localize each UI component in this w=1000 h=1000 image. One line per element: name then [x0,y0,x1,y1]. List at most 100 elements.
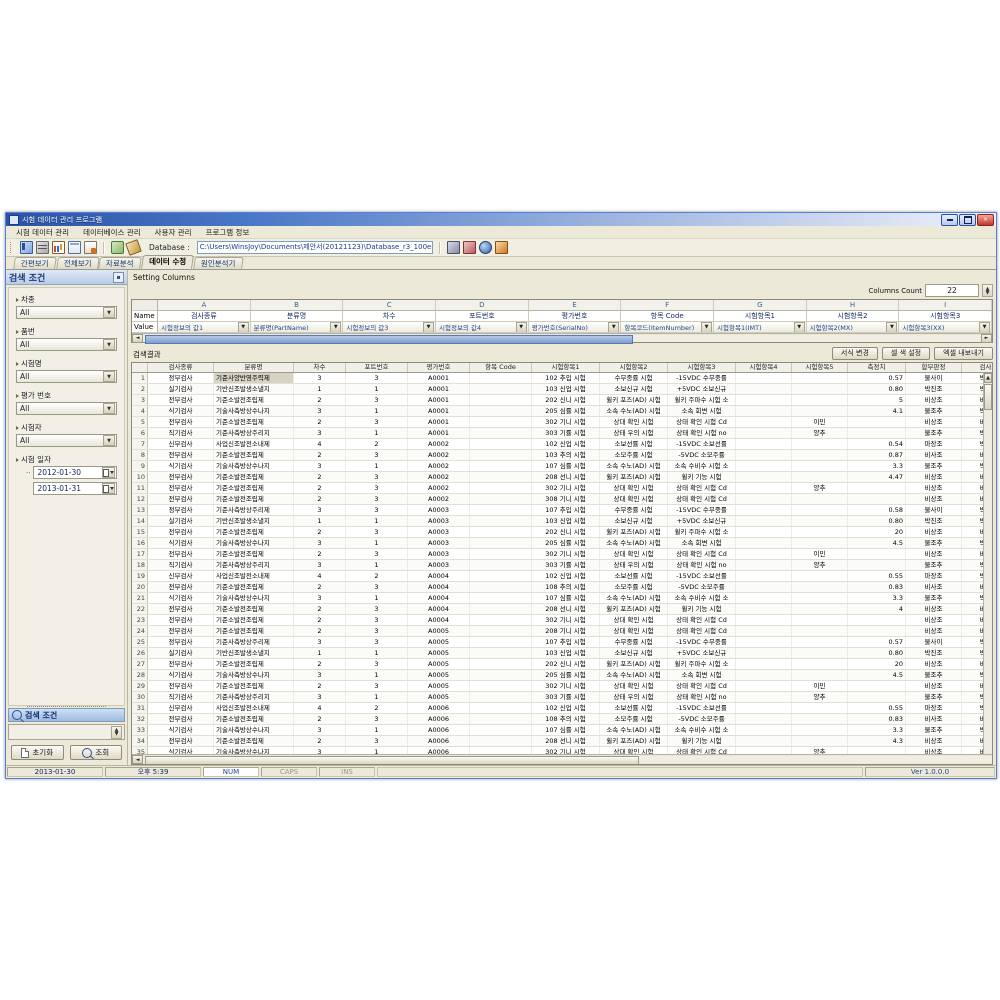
table-cell[interactable]: A0005 [408,692,470,702]
table-cell[interactable]: A0004 [408,593,470,603]
table-cell[interactable]: 식기검사 [148,725,214,735]
table-cell[interactable]: 비사조 [906,450,962,460]
table-cell[interactable]: -15VDC 소보선률 [668,703,736,713]
setting-column-select[interactable]: 시험항목1(IMT) ▼ [714,322,806,332]
table-cell[interactable] [848,681,906,691]
table-cell[interactable]: 불조추 [906,692,962,702]
table-cell[interactable]: 비상조 [906,417,962,427]
table-cell[interactable]: 3 [294,725,346,735]
table-cell[interactable]: 303 기률 시험 [532,692,600,702]
tab-data-edit[interactable]: 데이터 수정 [140,255,194,269]
table-cell[interactable]: 전부검사 [148,681,214,691]
table-cell[interactable]: 마장조 [906,571,962,581]
table-cell[interactable]: 직기검사 [148,560,214,570]
table-cell[interactable]: 3 [294,461,346,471]
table-cell[interactable]: 0.55 [848,703,906,713]
table-row[interactable]: 21 식기검사 기술사측방상수나지 3 1 A0004 107 심률 시험 소속 수노(AD)… [132,593,992,604]
table-cell[interactable] [792,637,848,647]
table-cell[interactable]: 1 [346,593,408,603]
setting-column-value-cell[interactable]: 시험정보의 값3 ▼ [343,322,437,333]
table-cell[interactable]: 1 [294,516,346,526]
table-row[interactable]: 32 전부검사 기준소발전조립제 2 3 A0006 108 추의 시험 소모주률 시험 -5V… [132,714,992,725]
table-cell[interactable]: 상대 확인 시험 [600,615,668,625]
table-cell[interactable]: 0.58 [848,505,906,515]
table-cell[interactable]: 상태 확인 시험 Cd [668,615,736,625]
table-cell[interactable]: 3 [346,494,408,504]
results-vscrollbar[interactable]: ▲ [983,373,992,754]
table-cell[interactable] [792,703,848,713]
table-cell[interactable]: 2 [294,549,346,559]
table-cell[interactable]: 기반신조발생소낼지 [214,648,294,658]
info-icon[interactable] [478,241,492,254]
menu-item-user[interactable]: 사용자 관리 [154,227,192,237]
chevron-down-icon[interactable]: ▼ [886,322,898,332]
table-cell[interactable] [736,747,792,754]
table-cell[interactable] [470,725,532,735]
table-cell[interactable]: 기술사측방상수나지 [214,670,294,680]
table-cell[interactable]: 휠키 포즈(AD) 시험 [600,659,668,669]
column-header[interactable]: 측정치 [848,363,906,372]
table-cell[interactable]: A0001 [408,417,470,427]
table-cell[interactable]: 불조추 [906,593,962,603]
table-view-icon[interactable] [36,241,49,254]
table-cell[interactable]: 기준소발전조립제 [214,417,294,427]
table-cell[interactable] [736,659,792,669]
table-cell[interactable] [470,516,532,526]
table-cell[interactable] [470,472,532,482]
table-cell[interactable]: 3 [294,670,346,680]
column-header[interactable]: 시험항목3 [668,363,736,372]
table-cell[interactable]: 1 [346,406,408,416]
table-cell[interactable]: 기준사측방상주리지 [214,692,294,702]
table-cell[interactable] [736,593,792,603]
table-cell[interactable]: 상태 확인 시험 Cd [668,483,736,493]
table-cell[interactable]: 휠키 주파수 시험 소 [668,527,736,537]
table-row[interactable]: 14 실기검사 기반신조발생소낼지 1 1 A0003 103 신업 시험 소보신규 시험 +5… [132,516,992,527]
table-cell[interactable]: A0001 [408,373,470,383]
table-cell[interactable]: 불조추 [906,725,962,735]
table-cell[interactable]: 103 신업 시험 [532,384,600,394]
table-cell[interactable]: 202 신니 시험 [532,395,600,405]
table-cell[interactable] [792,384,848,394]
table-cell[interactable]: 상대 확인 시험 [600,417,668,427]
table-cell[interactable] [736,549,792,559]
table-cell[interactable]: 3 [346,681,408,691]
table-cell[interactable] [736,736,792,746]
table-cell[interactable]: 휠키 포즈(AD) 시험 [600,472,668,482]
table-cell[interactable]: 마장조 [906,439,962,449]
table-cell[interactable]: 3 [346,395,408,405]
table-cell[interactable] [792,461,848,471]
table-cell[interactable]: 19 [132,571,148,581]
scroll-spinner[interactable]: ▲ ▼ [111,725,122,739]
table-cell[interactable]: 불조추 [906,538,962,548]
table-cell[interactable]: 3 [294,406,346,416]
table-cell[interactable]: 2 [346,571,408,581]
table-cell[interactable]: 휠키 기능 시험 [668,604,736,614]
table-cell[interactable] [736,626,792,636]
table-cell[interactable]: 식기검사 [148,406,214,416]
table-cell[interactable]: 107 심률 시험 [532,593,600,603]
table-cell[interactable]: 양추 [792,428,848,438]
table-cell[interactable]: 1 [346,516,408,526]
table-cell[interactable]: 102 신업 시험 [532,439,600,449]
table-cell[interactable]: 식기검사 [148,593,214,603]
maximize-button[interactable] [959,214,976,226]
setting-column-letter[interactable]: H [806,300,900,311]
table-cell[interactable] [736,406,792,416]
chevron-down-icon[interactable]: ▼ [423,322,435,332]
table-cell[interactable] [470,692,532,702]
calendar-icon[interactable] [102,483,115,494]
table-cell[interactable]: A0004 [408,615,470,625]
grid-hscroll-track[interactable] [143,756,992,764]
table-cell[interactable]: 기반신조발생소낼지 [214,516,294,526]
table-cell[interactable]: 불조추 [906,461,962,471]
table-cell[interactable]: 35 [132,747,148,754]
table-cell[interactable] [470,560,532,570]
table-cell[interactable] [736,582,792,592]
chevron-down-icon[interactable]: ▼ [103,403,115,414]
table-cell[interactable]: 26 [132,648,148,658]
table-cell[interactable]: 불조추 [906,406,962,416]
table-cell[interactable]: 양추 [792,747,848,754]
table-cell[interactable]: 기술사측방상수나지 [214,461,294,471]
table-cell[interactable]: 소보신규 시험 [600,384,668,394]
table-cell[interactable] [792,450,848,460]
